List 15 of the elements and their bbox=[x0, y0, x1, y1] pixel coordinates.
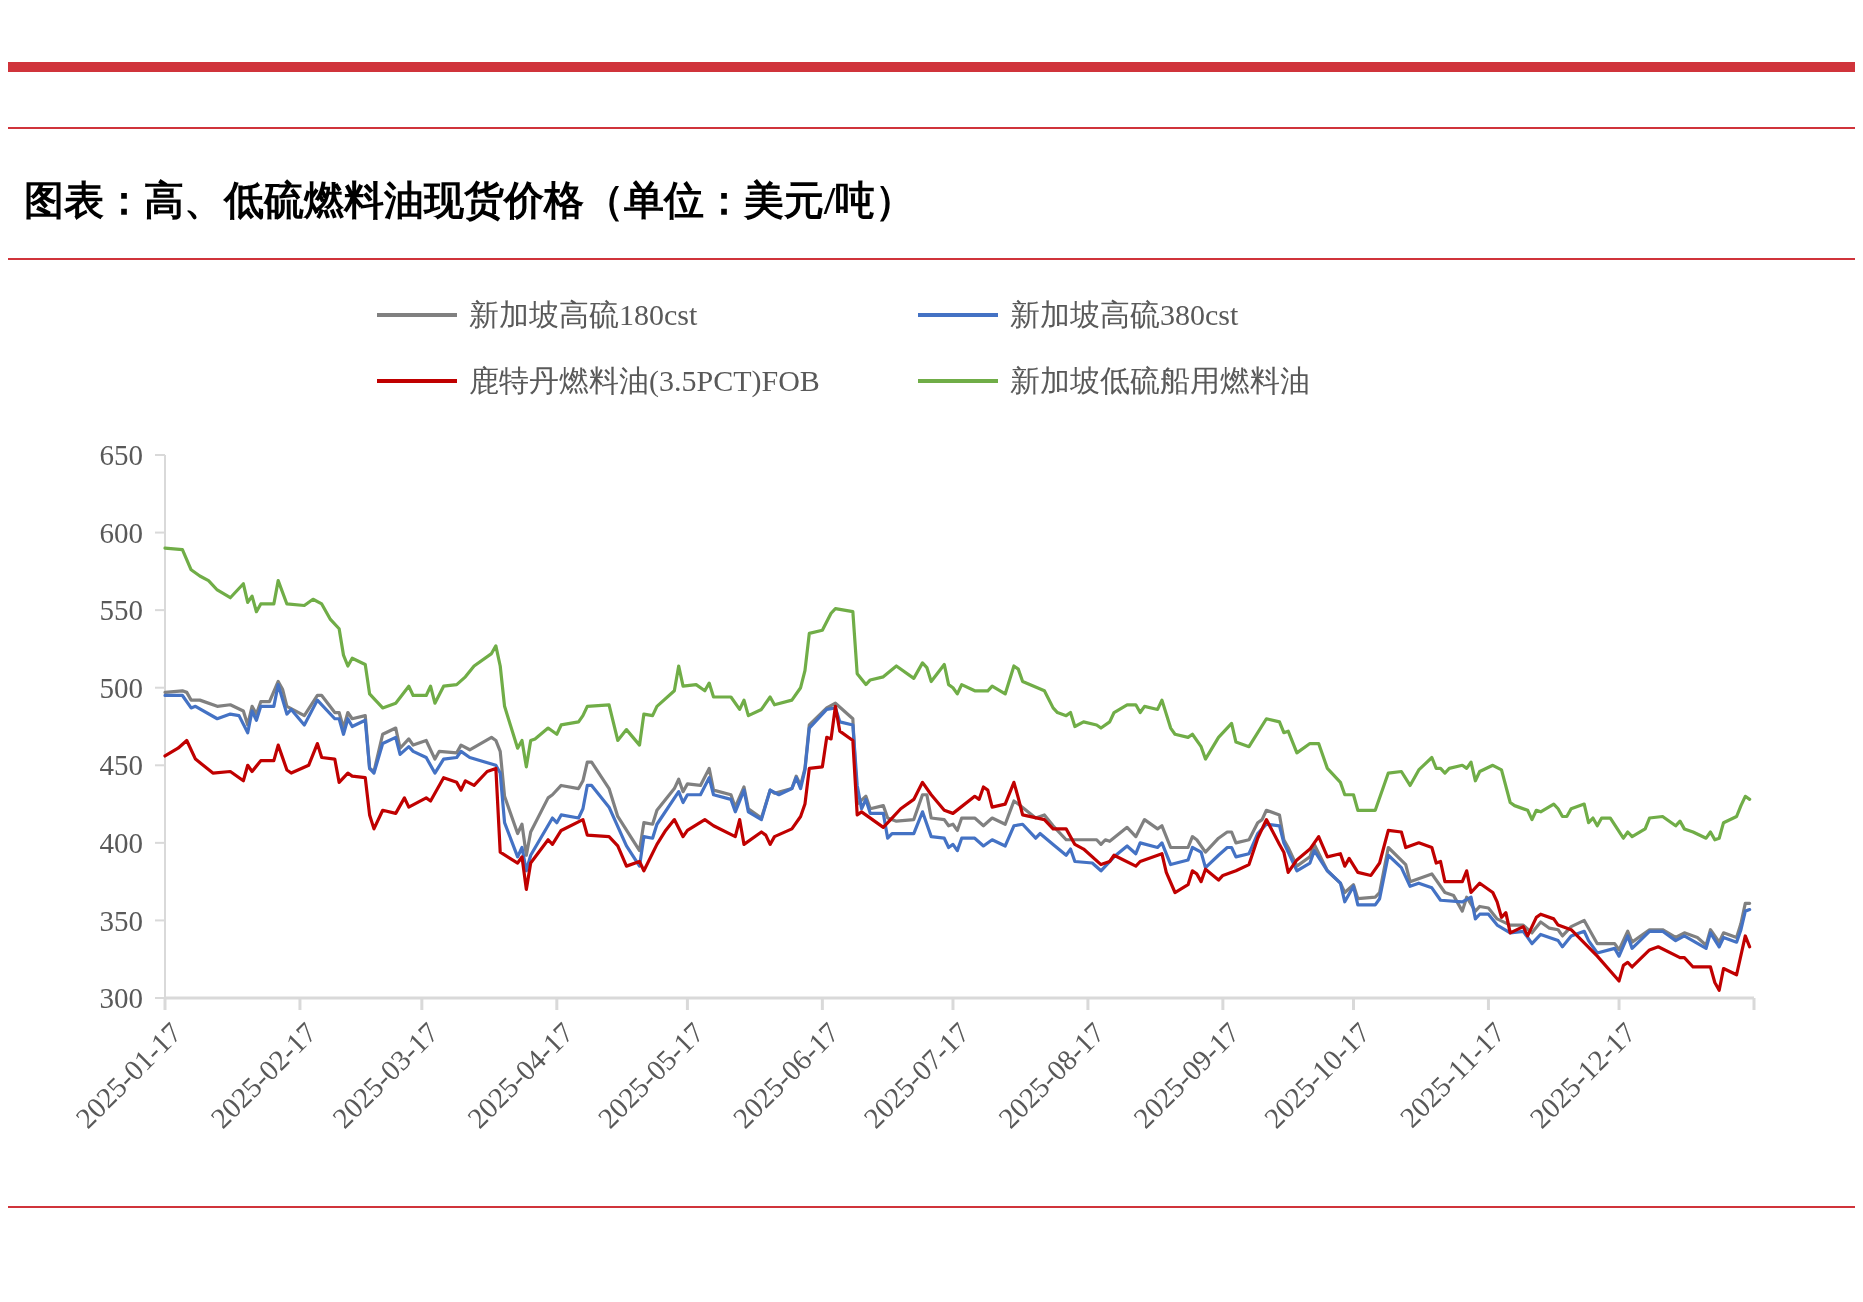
line-series bbox=[163, 704, 1752, 992]
legend-label: 鹿特丹燃料油(3.5PCT)FOB bbox=[469, 364, 820, 398]
chart-title: 图表：高、低硫燃料油现货价格（单位：美元/吨） bbox=[24, 178, 916, 223]
y-tick-label: 550 bbox=[99, 594, 143, 627]
y-tick-label: 500 bbox=[99, 671, 143, 704]
legend-label: 新加坡低硫船用燃料油 bbox=[1010, 364, 1310, 397]
y-tick-label: 300 bbox=[99, 982, 143, 1015]
y-tick-label: 350 bbox=[99, 904, 143, 937]
y-tick-label: 650 bbox=[99, 439, 143, 472]
legend-label: 新加坡高硫380cst bbox=[1010, 298, 1239, 331]
line-series bbox=[163, 546, 1752, 842]
legend-label: 新加坡高硫180cst bbox=[469, 298, 698, 331]
y-tick-label: 450 bbox=[99, 749, 143, 782]
y-tick-label: 600 bbox=[99, 516, 143, 549]
y-tick-label: 400 bbox=[99, 827, 143, 860]
